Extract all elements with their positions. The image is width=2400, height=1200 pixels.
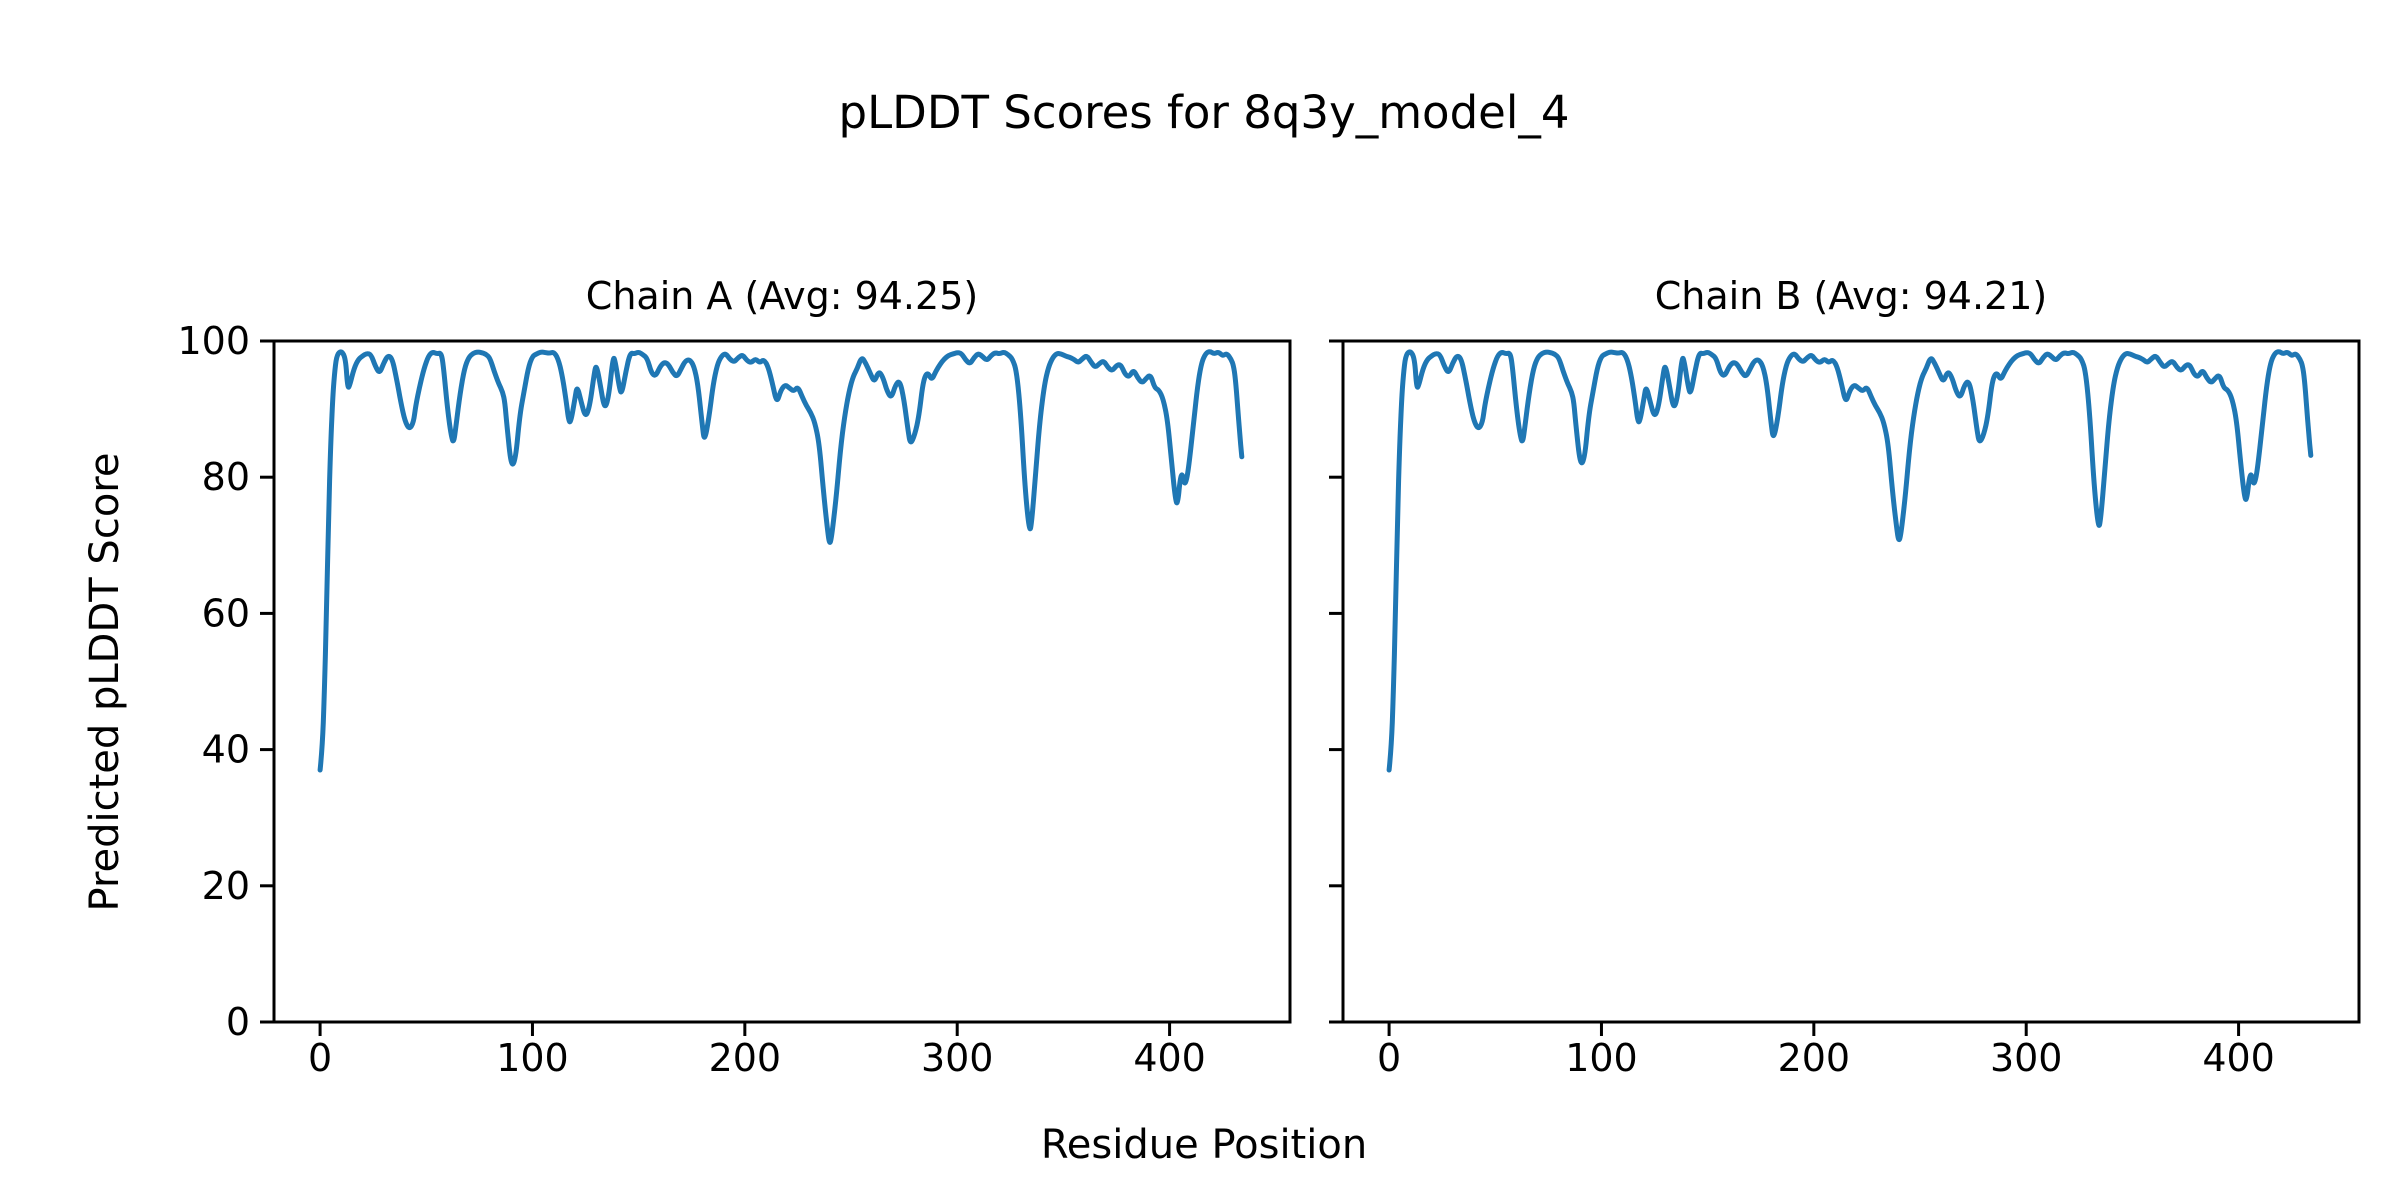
x-tick-label-chain-a: 0 <box>308 1036 332 1080</box>
plddt-line-chain-a <box>317 349 1245 773</box>
y-axis-label: Predicted pLDDT Score <box>82 452 128 912</box>
subplot-title-chain-b: Chain B (Avg: 94.21) <box>1654 274 2048 318</box>
x-axis-label: Residue Position <box>1040 1122 1368 1168</box>
plot-spines-chain-b <box>1341 339 2361 1024</box>
chain-b-plot-area: 0 100 200 300 400 <box>1329 339 2361 1080</box>
figure-title: pLDDT Scores for 8q3y_model_4 <box>838 86 1570 139</box>
x-tick-label-chain-a: 100 <box>496 1036 569 1080</box>
x-tick-label-chain-b: 200 <box>1778 1036 1851 1080</box>
y-tick-label: 40 <box>202 728 250 772</box>
y-tick-label: 60 <box>202 591 250 635</box>
y-tick-label: 80 <box>202 455 250 499</box>
x-tick-label-chain-b: 0 <box>1377 1036 1401 1080</box>
x-tick-label-chain-a: 200 <box>709 1036 782 1080</box>
x-tick-label-chain-a: 300 <box>921 1036 994 1080</box>
plddt-line-chain-b <box>1386 349 2314 773</box>
subplot-title-chain-a: Chain A (Avg: 94.25) <box>585 274 979 318</box>
x-tick-label-chain-b: 100 <box>1565 1036 1638 1080</box>
x-tick-label-chain-a: 400 <box>1133 1036 1206 1080</box>
x-tick-label-chain-b: 300 <box>1990 1036 2063 1080</box>
y-tick-label: 20 <box>202 864 250 908</box>
y-tick-label: 100 <box>177 319 250 363</box>
y-tick-label: 0 <box>226 1000 250 1044</box>
plot-spines-chain-a <box>272 339 1292 1024</box>
chain-a-plot-area: 0 100 200 300 400 0 20 40 60 80 100 <box>177 319 1292 1080</box>
x-tick-label-chain-b: 400 <box>2202 1036 2275 1080</box>
